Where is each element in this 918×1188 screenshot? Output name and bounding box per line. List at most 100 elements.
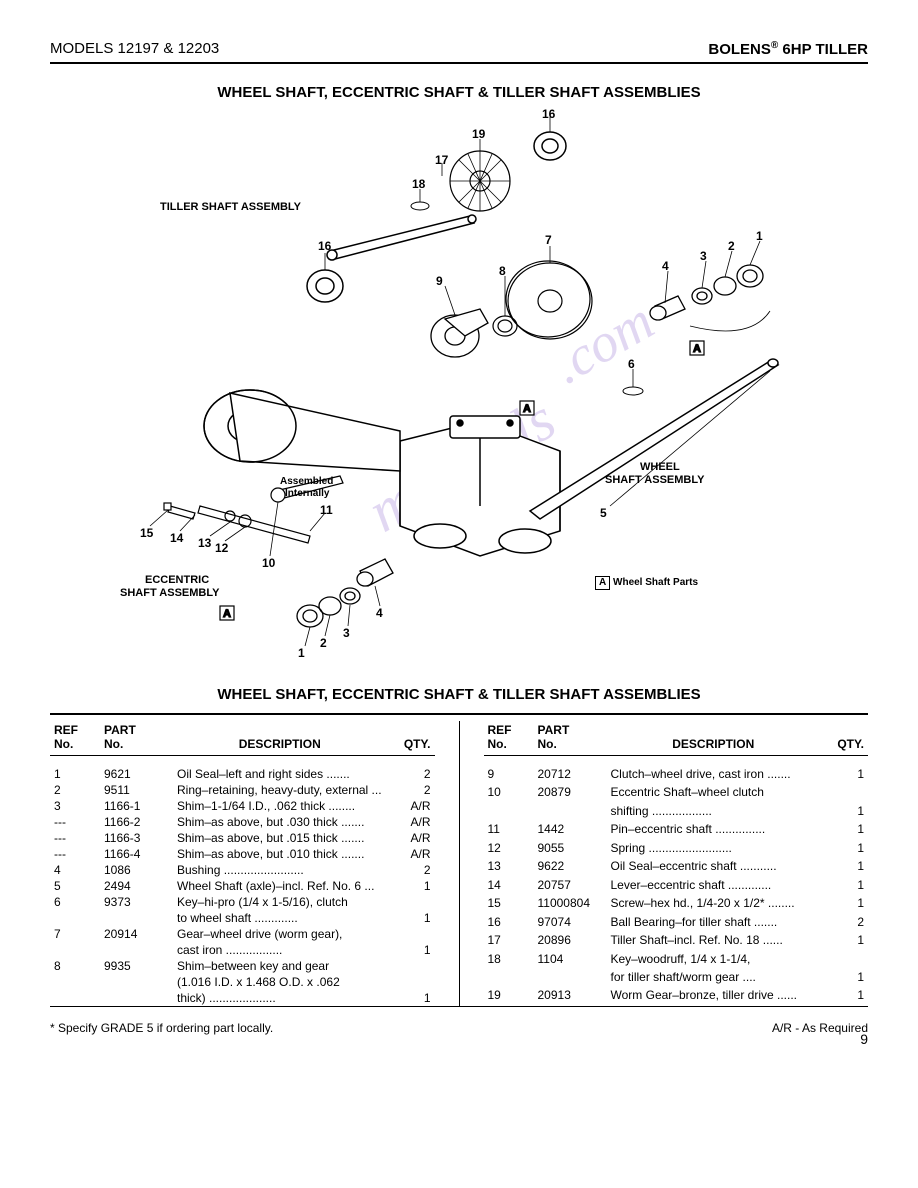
table-row: 920712Clutch–wheel drive, cast iron ....… <box>484 766 869 784</box>
table-row: 31166-1Shim–1-1/64 I.D., .062 thick ....… <box>50 798 435 814</box>
cell-desc: Screw–hex hd., 1/4-20 x 1/2* ........ <box>607 895 821 913</box>
diagram-title: WHEEL SHAFT, ECCENTRIC SHAFT & TILLER SH… <box>50 84 868 101</box>
cell-qty: 2 <box>387 862 435 878</box>
callout-6: 6 <box>628 357 635 371</box>
table-row: 52494Wheel Shaft (axle)–incl. Ref. No. 6… <box>50 878 435 894</box>
cell-part: 1104 <box>534 951 607 969</box>
page-container: MODELS 12197 & 12203 BOLENS® 6HP TILLER … <box>0 0 918 1065</box>
cell-ref: 14 <box>484 877 534 895</box>
cell-part: 9622 <box>534 858 607 876</box>
callout-1: 1 <box>756 229 763 243</box>
cell-desc: shifting .................. <box>607 803 821 821</box>
legend-text: Wheel Shaft Parts <box>613 577 698 588</box>
cell-part <box>100 990 173 1006</box>
cell-part: 9373 <box>100 894 173 910</box>
callout-8: 8 <box>499 264 506 278</box>
cell-part: 20879 <box>534 784 607 802</box>
cell-ref: 9 <box>484 766 534 784</box>
table-row: ---1166-3Shim–as above, but .015 thick .… <box>50 830 435 846</box>
svg-text:A: A <box>523 403 531 415</box>
callout-1: 1 <box>298 646 305 660</box>
cell-desc: Wheel Shaft (axle)–incl. Ref. No. 6 ... <box>173 878 387 894</box>
table-row: 720914Gear–wheel drive (worm gear), <box>50 926 435 942</box>
cell-part: 1166-1 <box>100 798 173 814</box>
cell-ref: 4 <box>50 862 100 878</box>
table-row: 1697074Ball Bearing–for tiller shaft ...… <box>484 914 869 932</box>
cell-qty: 1 <box>820 969 868 987</box>
callout-11: 11 <box>320 503 333 517</box>
cell-part: 97074 <box>534 914 607 932</box>
cell-part <box>100 974 173 990</box>
th-part: PARTNo. <box>534 721 607 756</box>
table-row: 111442Pin–eccentric shaft ..............… <box>484 821 869 839</box>
cell-desc: cast iron ................. <box>173 942 387 958</box>
table-row: ---1166-4Shim–as above, but .010 thick .… <box>50 846 435 862</box>
label-eccentric-2: SHAFT ASSEMBLY <box>120 587 219 599</box>
header-models: MODELS 12197 & 12203 <box>50 40 219 58</box>
table-row: (1.016 I.D. x 1.468 O.D. x .062 <box>50 974 435 990</box>
callout-12: 12 <box>215 541 228 555</box>
callout-16: 16 <box>542 107 555 121</box>
label-tiller-shaft: TILLER SHAFT ASSEMBLY <box>160 201 301 213</box>
table-row: for tiller shaft/worm gear ....1 <box>484 969 869 987</box>
cell-ref: 8 <box>50 958 100 974</box>
footnote-ar: A/R - As Required <box>772 1021 868 1035</box>
cell-ref: 6 <box>50 894 100 910</box>
cell-ref: 15 <box>484 895 534 913</box>
callout-3: 3 <box>700 249 707 263</box>
product-name: 6HP TILLER <box>778 41 868 58</box>
cell-qty <box>820 784 868 802</box>
table-row: 181104Key–woodruff, 1/4 x 1-1/4, <box>484 951 869 969</box>
cell-qty: 1 <box>820 821 868 839</box>
cell-ref: 16 <box>484 914 534 932</box>
cell-desc: Key–hi-pro (1/4 x 1-5/16), clutch <box>173 894 387 910</box>
cell-ref: 3 <box>50 798 100 814</box>
callout-5: 5 <box>600 506 607 520</box>
cell-part: 9511 <box>100 782 173 798</box>
cell-ref <box>50 942 100 958</box>
table-row: 1420757Lever–eccentric shaft ...........… <box>484 877 869 895</box>
callout-2: 2 <box>320 636 327 650</box>
parts-tables: REFNo. PARTNo. DESCRIPTION QTY. 19621Oil… <box>50 713 868 1007</box>
cell-qty: 2 <box>387 782 435 798</box>
cell-part <box>534 969 607 987</box>
header-product: BOLENS® 6HP TILLER <box>708 40 868 58</box>
cell-part: 1166-4 <box>100 846 173 862</box>
cell-desc: Gear–wheel drive (worm gear), <box>173 926 387 942</box>
cell-qty: 1 <box>820 877 868 895</box>
cell-desc: Shim–as above, but .010 thick ....... <box>173 846 387 862</box>
table-row: 1511000804Screw–hex hd., 1/4-20 x 1/2* .… <box>484 895 869 913</box>
cell-part: 20712 <box>534 766 607 784</box>
cell-ref <box>50 910 100 926</box>
callout-18: 18 <box>412 177 425 191</box>
cell-desc: for tiller shaft/worm gear .... <box>607 969 821 987</box>
callout-17: 17 <box>435 153 448 167</box>
cell-part: 9055 <box>534 840 607 858</box>
cell-part: 9621 <box>100 766 173 782</box>
cell-desc: Shim–1-1/64 I.D., .062 thick ........ <box>173 798 387 814</box>
cell-ref: 17 <box>484 932 534 950</box>
cell-qty: 1 <box>820 895 868 913</box>
cell-ref: --- <box>50 814 100 830</box>
cell-qty: 1 <box>387 942 435 958</box>
cell-qty: 1 <box>820 987 868 1006</box>
cell-qty: 2 <box>387 766 435 782</box>
callout-13: 13 <box>198 536 211 550</box>
cell-desc: Bushing ........................ <box>173 862 387 878</box>
parts-table-left: REFNo. PARTNo. DESCRIPTION QTY. 19621Oil… <box>50 721 435 1006</box>
table-row: to wheel shaft .............1 <box>50 910 435 926</box>
cell-qty: 1 <box>820 858 868 876</box>
cell-qty: 1 <box>387 910 435 926</box>
cell-ref <box>484 969 534 987</box>
cell-desc: Shim–as above, but .015 thick ....... <box>173 830 387 846</box>
cell-ref <box>50 990 100 1006</box>
table-row: 139622Oil Seal–eccentric shaft .........… <box>484 858 869 876</box>
table-row: 19621Oil Seal–left and right sides .....… <box>50 766 435 782</box>
cell-desc: (1.016 I.D. x 1.468 O.D. x .062 <box>173 974 387 990</box>
table-row: shifting ..................1 <box>484 803 869 821</box>
callout-14: 14 <box>170 531 183 545</box>
label-wheel-shaft-1: WHEEL <box>640 461 680 473</box>
cell-qty: 1 <box>820 932 868 950</box>
cell-desc: Oil Seal–eccentric shaft ........... <box>607 858 821 876</box>
page-header: MODELS 12197 & 12203 BOLENS® 6HP TILLER <box>50 40 868 64</box>
